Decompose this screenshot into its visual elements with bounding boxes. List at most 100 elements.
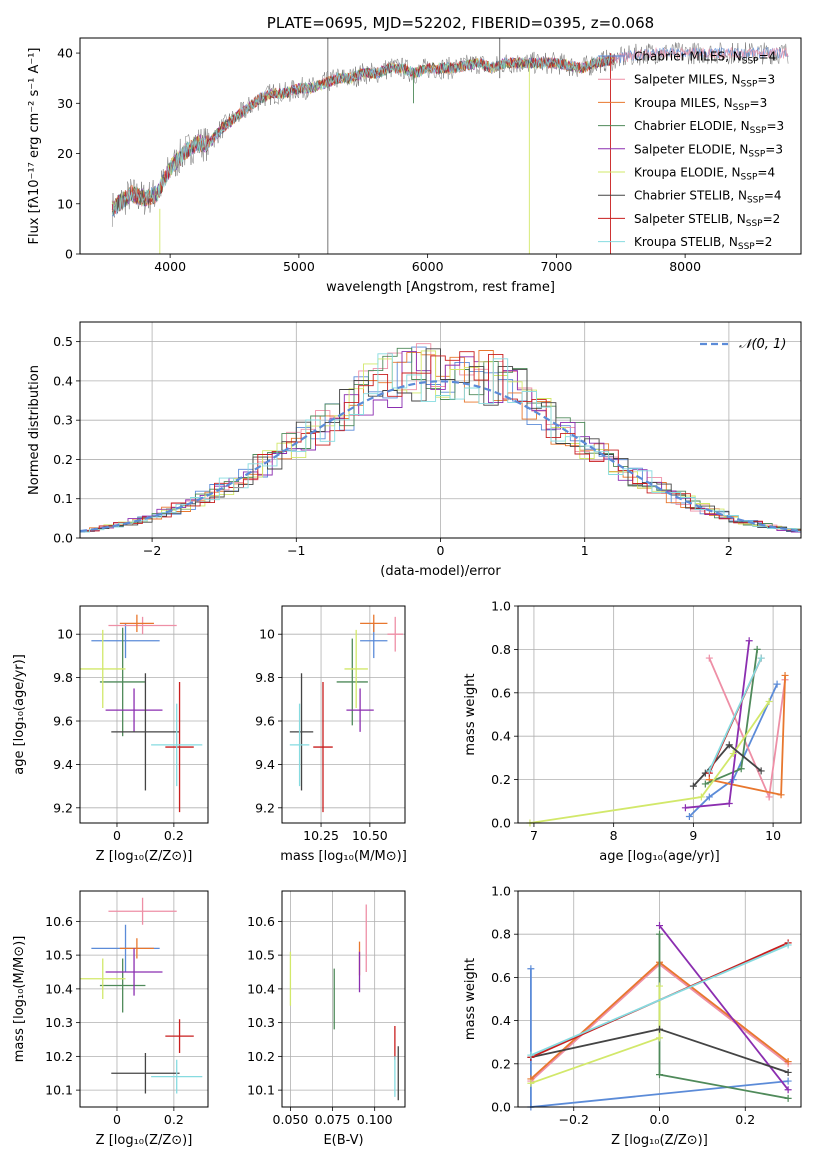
weight-marker-chabrier_stelib	[689, 782, 697, 790]
weight-marker-kroupa_elodie	[656, 1034, 663, 1042]
weight-line-kroupa_stelib	[530, 944, 789, 1057]
weight-marker-kroupa_miles	[784, 1058, 792, 1066]
weight-marker-chabrier_elodie	[784, 1094, 792, 1102]
weight-line-chabrier_stelib	[692, 743, 762, 787]
spectrum-panel: PLATE=0695, MJD=52202, FIBERID=0395, z=0…	[27, 14, 802, 295]
y-tick-label: 30	[57, 96, 73, 111]
legend-label: Kroupa STELIB, NSSP=2	[634, 235, 772, 252]
weight-marker-chabrier_miles	[784, 1077, 792, 1085]
y-tick-label: 9.6	[53, 714, 73, 729]
y-tick-label: 10.2	[45, 1049, 73, 1064]
weight-line-kroupa_elodie	[530, 986, 661, 1085]
histogram-steps	[80, 343, 801, 534]
y-tick-label: 10.4	[45, 981, 73, 996]
weight-marker-kroupa_stelib	[784, 941, 792, 949]
weight-marker-chabrier_elodie	[753, 645, 761, 653]
y-tick-label: 0.2	[53, 452, 73, 467]
y-tick-label: 10.3	[247, 1015, 275, 1030]
x-tick-label: 0	[113, 1112, 121, 1127]
y-axis-label: age [log₁₀(age/yr)]	[12, 654, 27, 775]
y-tick-label: 10.4	[247, 981, 275, 996]
weight-marker-chabrier_elodie	[656, 1071, 663, 1079]
y-tick-label: 20	[57, 146, 73, 161]
weight-marker-kroupa_miles	[781, 671, 789, 679]
legend-label: Salpeter MILES, NSSP=3	[634, 73, 775, 90]
histogram-series-kroupa_stelib	[80, 353, 801, 533]
weight-marker-chabrier_miles	[685, 812, 693, 820]
weight-marker-kroupa_stelib	[705, 767, 713, 775]
y-tick-label: 0	[65, 247, 73, 262]
y-tick-label: 0.4	[491, 1013, 511, 1028]
x-tick-label: 6000	[412, 259, 444, 274]
histogram-series-salpeter_elodie	[80, 351, 801, 533]
y-tick-label: 1.0	[491, 884, 511, 899]
y-axis-label: Normed distribution	[27, 365, 42, 495]
x-tick-label: −1	[287, 543, 305, 558]
y-tick-label: 0.8	[491, 927, 511, 942]
y-tick-label: 0.0	[491, 816, 511, 831]
x-axis-label: Z [log₁₀(Z/Z⊙)]	[96, 1133, 193, 1148]
weight-marker-salpeter_elodie	[725, 799, 733, 807]
y-axis-label: mass [log₁₀(M/M⊙)]	[12, 936, 27, 1063]
x-axis-label: E(B-V)	[323, 1133, 363, 1148]
histogram-series-salpeter_stelib	[80, 351, 801, 532]
x-tick-label: 0.075	[315, 1112, 351, 1127]
weight-marker-kroupa_elodie	[656, 982, 663, 990]
weight-line-chabrier_elodie	[658, 934, 789, 1100]
model-spectrum-salpeter_stelib	[111, 54, 615, 214]
y-tick-label: 0.3	[53, 413, 73, 428]
y-tick-label: 0.0	[491, 1100, 511, 1115]
x-tick-label: 0.2	[735, 1112, 755, 1127]
spectrum-lines	[111, 38, 789, 254]
legend-label: Chabrier ELODIE, NSSP=3	[634, 119, 784, 136]
axes-frame	[517, 605, 802, 824]
y-tick-label: 0.4	[491, 729, 511, 744]
y-tick-label: 10.3	[45, 1015, 73, 1030]
axes-frame	[281, 890, 406, 1108]
model-spectrum-kroupa_miles	[111, 54, 615, 214]
histogram-series-chabrier_stelib	[80, 348, 801, 533]
x-tick-label: 5000	[283, 259, 315, 274]
model-spectrum-chabrier_elodie	[111, 55, 615, 214]
weight-marker-salpeter_elodie	[681, 804, 689, 812]
y-axis-label: Flux [fλ10⁻¹⁷ erg cm⁻² s⁻¹ A⁻¹]	[27, 48, 42, 245]
axes-frame	[79, 37, 802, 255]
weight-marker-chabrier_stelib	[757, 767, 765, 775]
legend-label: Chabrier STELIB, NSSP=4	[634, 189, 782, 206]
x-tick-label: 0.2	[164, 1112, 184, 1127]
mass_vs_ebv-panel: 0.050 0.075 0.100 10.1 10.2 10.3 10.4 10.5 10.6 E…	[247, 890, 406, 1148]
weight-line-kroupa_elodie	[529, 700, 770, 824]
x-tick-label: 8000	[669, 259, 701, 274]
x-tick-label: 0.100	[357, 1112, 393, 1127]
y-tick-label: 9.8	[255, 670, 275, 685]
x-axis-label: (data-model)/error	[380, 564, 501, 579]
x-tick-label: 7000	[540, 259, 572, 274]
y-axis-label: mass weight	[463, 673, 478, 755]
x-tick-label: 0	[437, 543, 445, 558]
y-tick-label: 0.1	[53, 491, 73, 506]
y-tick-label: 10	[259, 627, 275, 642]
weight-marker-chabrier_stelib	[784, 1068, 792, 1076]
x-axis-label: age [log₁₀(age/yr)]	[599, 849, 720, 864]
weight-marker-chabrier_miles	[773, 680, 781, 688]
weight-marker-salpeter_elodie	[784, 1086, 792, 1094]
weight-marker-chabrier_elodie	[737, 765, 745, 773]
y-tick-label: 10.6	[45, 914, 73, 929]
x-tick-label: 10	[765, 828, 781, 843]
weight-marker-kroupa_elodie	[527, 1079, 535, 1087]
x-tick-label: 9	[689, 828, 697, 843]
spectrum-legend: Chabrier MILES, NSSP=4 Salpeter MILES, NS…	[598, 50, 784, 252]
y-tick-label: 10.6	[247, 914, 275, 929]
y-tick-label: 9.2	[53, 800, 73, 815]
weight-marker-salpeter_elodie	[656, 922, 663, 930]
x-tick-label: −2	[143, 543, 161, 558]
y-tick-label: 0.2	[491, 1056, 511, 1071]
weight-marker-chabrier_stelib	[725, 741, 733, 749]
y-tick-label: 40	[57, 46, 73, 61]
y-tick-label: 0.0	[53, 531, 73, 546]
x-tick-label: 0.2	[164, 828, 184, 843]
x-axis-label: Z [log₁₀(Z/Z⊙)]	[96, 849, 193, 864]
y-tick-label: 10.5	[45, 948, 73, 963]
